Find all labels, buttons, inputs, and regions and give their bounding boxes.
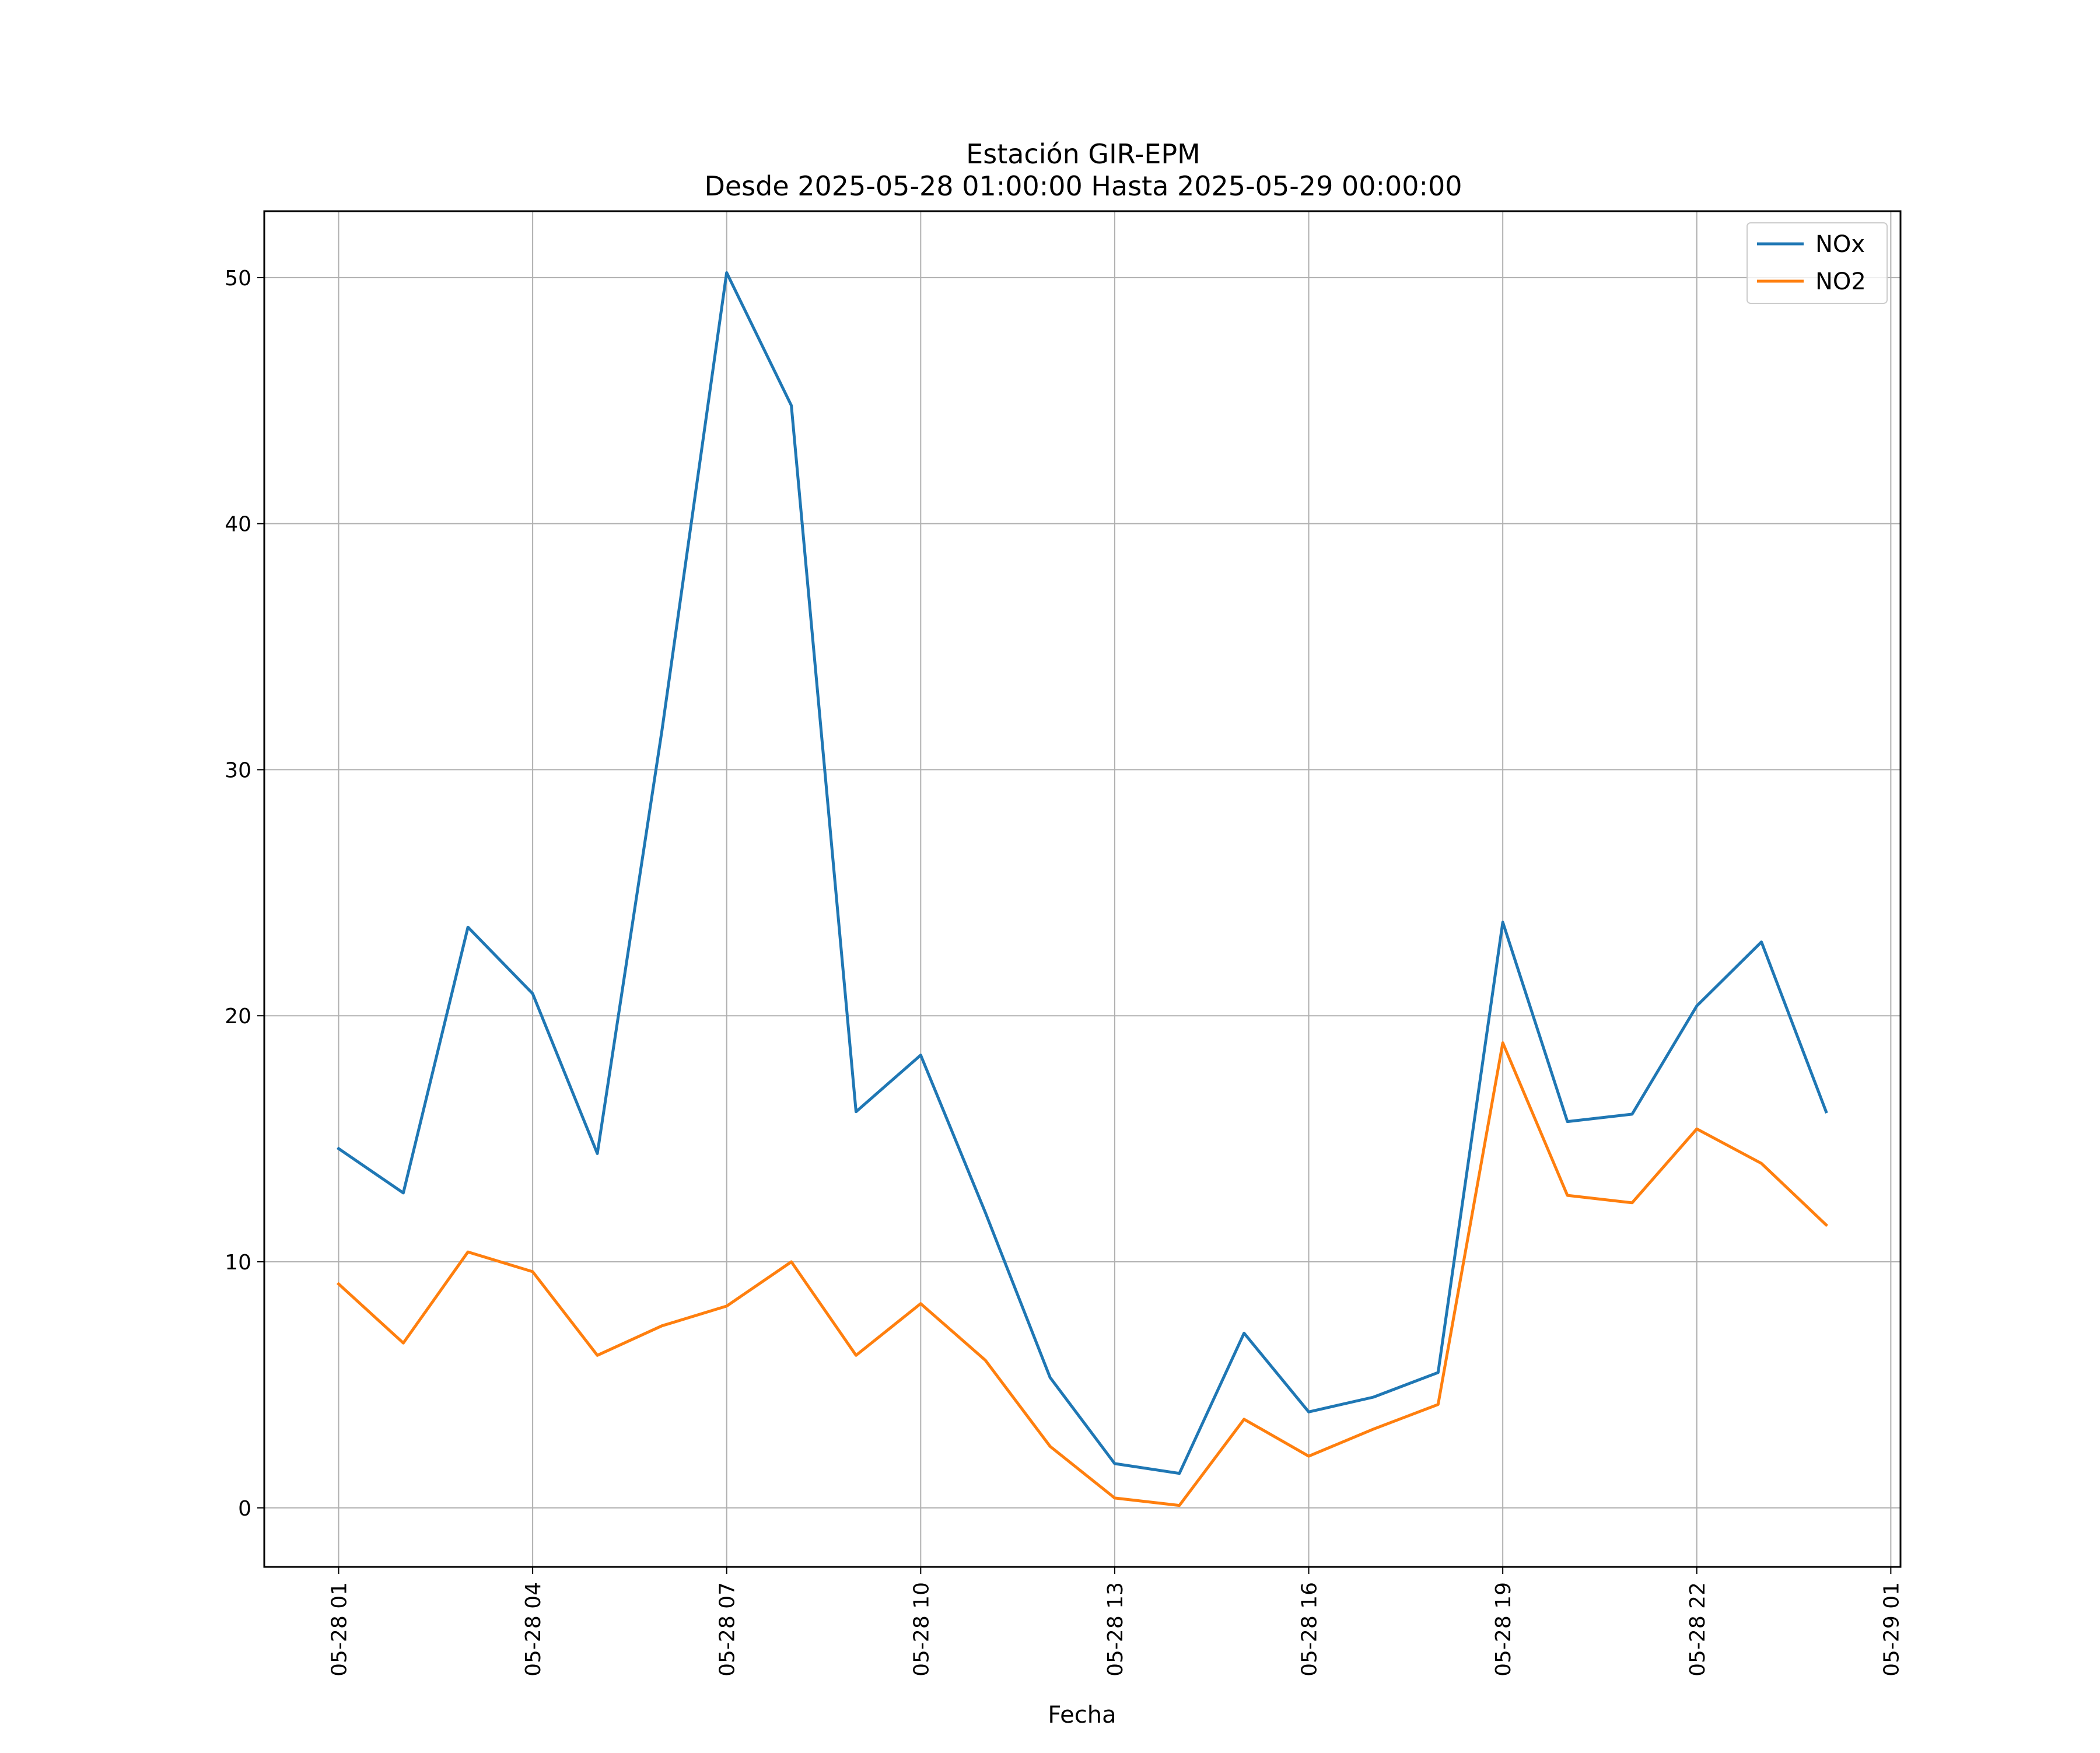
chart-subtitle: Desde 2025-05-28 01:00:00 Hasta 2025-05-… bbox=[704, 170, 1462, 202]
x-tick-label: 05-29 01 bbox=[1880, 1582, 1903, 1677]
legend-label-nox: NOx bbox=[1815, 231, 1865, 258]
y-tick-label: 20 bbox=[225, 1005, 251, 1028]
x-tick-label: 05-28 13 bbox=[1104, 1582, 1128, 1677]
x-tick-label: 05-28 04 bbox=[522, 1582, 545, 1677]
legend: NOx NO2 bbox=[1747, 223, 1887, 303]
x-tick-label: 05-28 16 bbox=[1298, 1582, 1322, 1677]
y-tick-label: 10 bbox=[225, 1251, 251, 1275]
x-tick-label: 05-28 01 bbox=[328, 1582, 352, 1677]
y-tick-label: 0 bbox=[238, 1497, 251, 1521]
y-tick-label: 50 bbox=[225, 267, 251, 291]
x-tick-label: 05-28 07 bbox=[716, 1582, 740, 1677]
y-tick-label: 30 bbox=[225, 758, 251, 782]
y-tick-label: 40 bbox=[225, 513, 251, 537]
legend-label-no2: NO2 bbox=[1815, 268, 1866, 295]
x-tick-label: 05-28 22 bbox=[1686, 1582, 1710, 1677]
chart-title: Estación GIR-EPM bbox=[966, 138, 1200, 170]
x-axis-label: Fecha bbox=[1048, 1702, 1116, 1728]
x-tick-label: 05-28 19 bbox=[1492, 1582, 1516, 1677]
x-tick-label: 05-28 10 bbox=[909, 1582, 933, 1677]
